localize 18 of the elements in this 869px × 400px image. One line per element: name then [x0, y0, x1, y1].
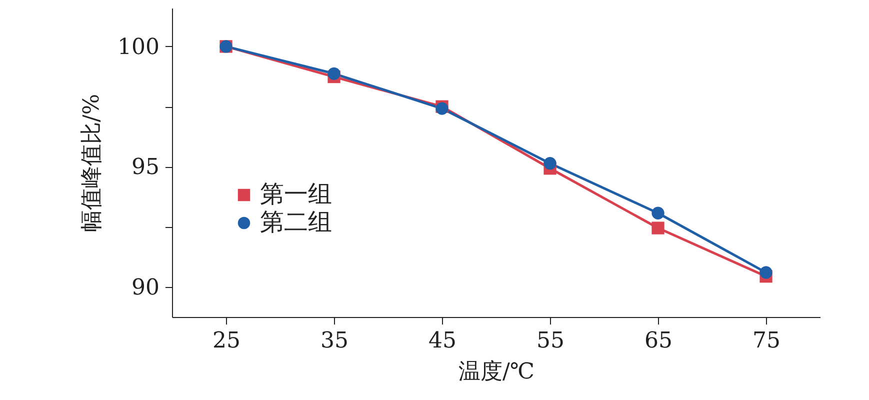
x-tick-label: 55 — [536, 328, 564, 354]
point — [544, 157, 556, 170]
point — [760, 266, 772, 279]
point — [328, 67, 340, 80]
x-tick-label: 45 — [428, 328, 456, 354]
x-tick-label: 25 — [212, 328, 240, 354]
legend-label: 第一组 — [260, 180, 332, 208]
x-axis-title: 温度/℃ — [458, 360, 535, 384]
y-tick-label: 95 — [132, 155, 160, 180]
x-tick-label: 65 — [644, 328, 672, 354]
x-tick-label: 75 — [752, 328, 780, 354]
y-tick-label: 90 — [132, 275, 160, 300]
x-tick-label: 35 — [320, 328, 348, 354]
legend-label: 第二组 — [260, 208, 332, 236]
y-tick-label: 100 — [118, 34, 160, 60]
y-axis-title: 幅值峰值比/% — [80, 94, 105, 232]
point — [652, 222, 664, 234]
point — [652, 206, 664, 220]
